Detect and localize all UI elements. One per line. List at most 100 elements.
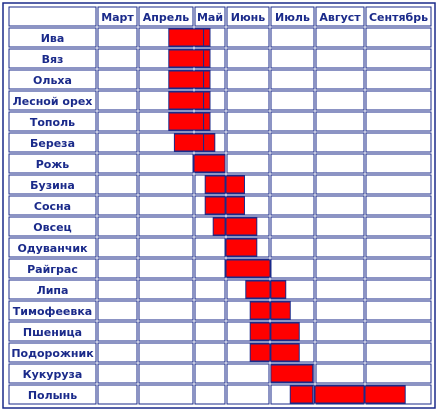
month-cell xyxy=(226,153,270,174)
plant-name: Тополь xyxy=(30,116,75,129)
header-cell-blank xyxy=(8,6,97,27)
month-header-cell xyxy=(194,6,226,27)
month-label: Июнь xyxy=(231,11,266,24)
month-cell xyxy=(226,90,270,111)
plant-name: Лесной орех xyxy=(13,95,93,108)
month-cell xyxy=(138,237,194,258)
month-cell xyxy=(97,90,138,111)
month-cell xyxy=(138,279,194,300)
month-cell xyxy=(138,153,194,174)
month-cell xyxy=(365,132,432,153)
row-label-cell xyxy=(8,258,97,279)
bloom-bar xyxy=(364,385,406,404)
month-cell xyxy=(97,237,138,258)
row-label-cell xyxy=(8,237,97,258)
month-cell xyxy=(270,237,315,258)
month-cell xyxy=(315,237,365,258)
month-cell xyxy=(97,132,138,153)
row-label-cell xyxy=(8,69,97,90)
month-cell xyxy=(270,132,315,153)
month-cell xyxy=(226,111,270,132)
month-cell xyxy=(194,300,226,321)
bloom-bar xyxy=(225,175,245,194)
bloom-bar xyxy=(249,322,271,341)
bloom-bar xyxy=(270,322,300,341)
month-cell xyxy=(365,48,432,69)
plant-name: Пшеница xyxy=(23,326,82,339)
month-cell xyxy=(138,300,194,321)
month-cell xyxy=(97,153,138,174)
month-cell xyxy=(315,132,365,153)
row-label-cell xyxy=(8,342,97,363)
month-cell xyxy=(97,174,138,195)
row-label-cell xyxy=(8,363,97,384)
month-cell xyxy=(315,216,365,237)
month-cell xyxy=(315,27,365,48)
month-cell xyxy=(365,363,432,384)
month-cell xyxy=(194,342,226,363)
row-label-cell xyxy=(8,195,97,216)
bloom-bar xyxy=(168,28,205,47)
month-cell xyxy=(270,69,315,90)
month-cell xyxy=(97,69,138,90)
month-cell xyxy=(365,174,432,195)
bloom-bar xyxy=(168,91,205,110)
row-label-cell xyxy=(8,27,97,48)
month-cell xyxy=(270,195,315,216)
month-label: Май xyxy=(197,11,223,24)
month-cell xyxy=(97,111,138,132)
row-label-cell xyxy=(8,174,97,195)
bloom-bar xyxy=(270,301,291,320)
bloom-bar xyxy=(168,70,205,89)
plant-name: Тимофеевка xyxy=(13,305,92,318)
plant-name: Подорожник xyxy=(11,347,94,360)
month-cell xyxy=(315,48,365,69)
bloom-bar xyxy=(212,217,226,236)
plant-name: Ива xyxy=(41,32,65,45)
month-cell xyxy=(138,216,194,237)
month-cell xyxy=(194,279,226,300)
bloom-bar xyxy=(203,49,211,68)
month-cell xyxy=(365,195,432,216)
month-cell xyxy=(138,384,194,405)
month-cell xyxy=(97,48,138,69)
month-cell xyxy=(138,174,194,195)
month-cell xyxy=(365,300,432,321)
plant-name: Бузина xyxy=(30,179,75,192)
bloom-bar xyxy=(204,196,226,215)
month-cell xyxy=(365,321,432,342)
month-cell xyxy=(194,384,226,405)
month-header-cell xyxy=(365,6,432,27)
month-header-cell xyxy=(315,6,365,27)
month-cell xyxy=(315,195,365,216)
month-cell xyxy=(97,195,138,216)
bloom-bar xyxy=(270,364,314,383)
row-label-cell xyxy=(8,90,97,111)
bloom-bar xyxy=(204,175,226,194)
month-cell xyxy=(365,279,432,300)
bloom-bar xyxy=(225,217,258,236)
plant-name: Полынь xyxy=(28,389,77,402)
month-cell xyxy=(365,153,432,174)
bloom-bar xyxy=(249,301,271,320)
plant-name: Вяз xyxy=(42,53,64,66)
row-label-cell xyxy=(8,321,97,342)
month-header-cell xyxy=(270,6,315,27)
bloom-bar xyxy=(168,112,205,131)
bloom-bar xyxy=(168,49,205,68)
month-cell xyxy=(226,69,270,90)
bloom-bar xyxy=(203,133,216,152)
month-cell xyxy=(194,237,226,258)
month-cell xyxy=(365,27,432,48)
bloom-bar xyxy=(203,28,211,47)
month-cell xyxy=(194,363,226,384)
month-cell xyxy=(97,27,138,48)
month-cell xyxy=(270,258,315,279)
plant-name: Липа xyxy=(37,284,69,297)
month-cell xyxy=(194,321,226,342)
bloom-bar xyxy=(225,196,245,215)
month-header-cell xyxy=(138,6,194,27)
month-label: Июль xyxy=(275,11,310,24)
month-cell xyxy=(270,27,315,48)
